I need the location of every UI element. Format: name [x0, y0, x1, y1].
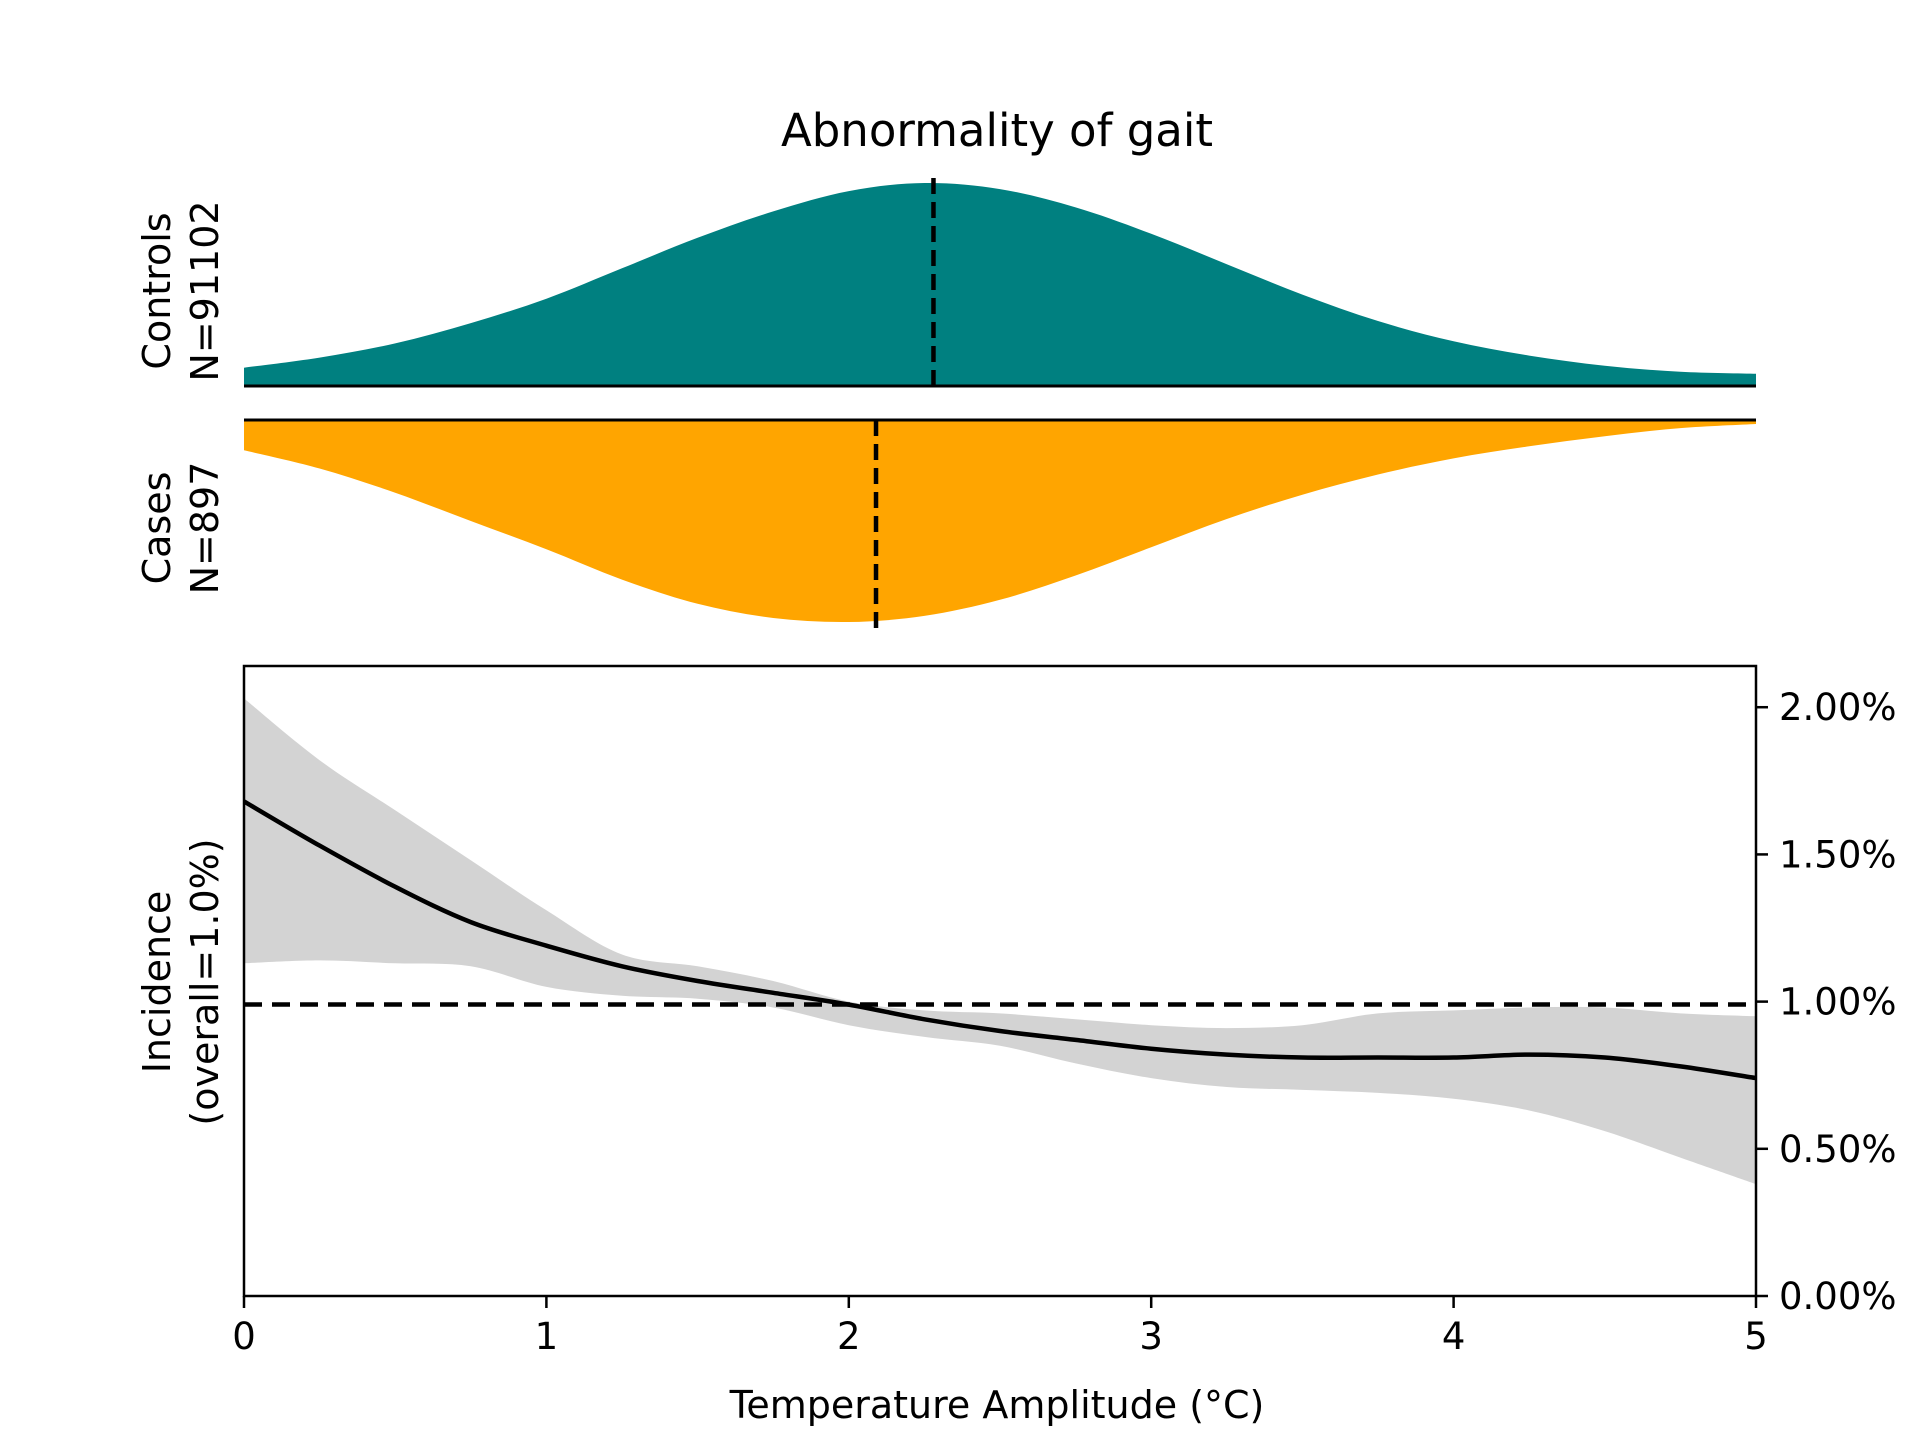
y-tick-label: 1.50%: [1779, 833, 1897, 876]
y-axis-ticks: 0.00% 0.50% 1.00% 1.50% 2.00%: [1756, 686, 1897, 1318]
x-tick-label: 1: [535, 1315, 559, 1358]
incidence-curve: [242, 799, 1757, 1081]
controls-n-label: N=91102: [183, 200, 227, 381]
controls-density-area: [244, 182, 1756, 386]
incidence-ylabel-overall: (overall=1.0%): [183, 838, 227, 1125]
controls-panel: Controls N=91102: [135, 173, 1756, 388]
y-tick-label: 2.00%: [1779, 686, 1897, 729]
x-tick-label: 5: [1744, 1315, 1768, 1358]
cases-label: Cases: [135, 472, 179, 585]
x-axis-label: Temperature Amplitude (°C): [729, 1383, 1265, 1427]
confidence-band: [244, 698, 1756, 1185]
x-tick-label: 2: [837, 1315, 861, 1358]
incidence-ylabel: Incidence: [135, 891, 179, 1074]
x-tick-label: 0: [232, 1315, 256, 1358]
x-tick-label: 3: [1139, 1315, 1163, 1358]
y-tick-label: 0.00%: [1779, 1275, 1897, 1318]
incidence-plot-frame: [242, 664, 1758, 1298]
chart-title: Abnormality of gait: [781, 104, 1213, 157]
cases-density-area: [244, 420, 1756, 623]
y-tick-label: 1.00%: [1779, 981, 1897, 1024]
x-axis-ticks: 0 1 2 3 4 5: [232, 1296, 1768, 1358]
incidence-panel: 0 1 2 3 4 5 0.00% 0.50% 1.00% 1.50% 2.00% Inciden…: [135, 664, 1897, 1427]
controls-label: Controls: [135, 212, 179, 369]
x-tick-label: 4: [1442, 1315, 1466, 1358]
cases-panel: Cases N=897: [135, 418, 1756, 630]
y-tick-label: 0.50%: [1779, 1128, 1897, 1171]
cases-n-label: N=897: [183, 462, 227, 595]
